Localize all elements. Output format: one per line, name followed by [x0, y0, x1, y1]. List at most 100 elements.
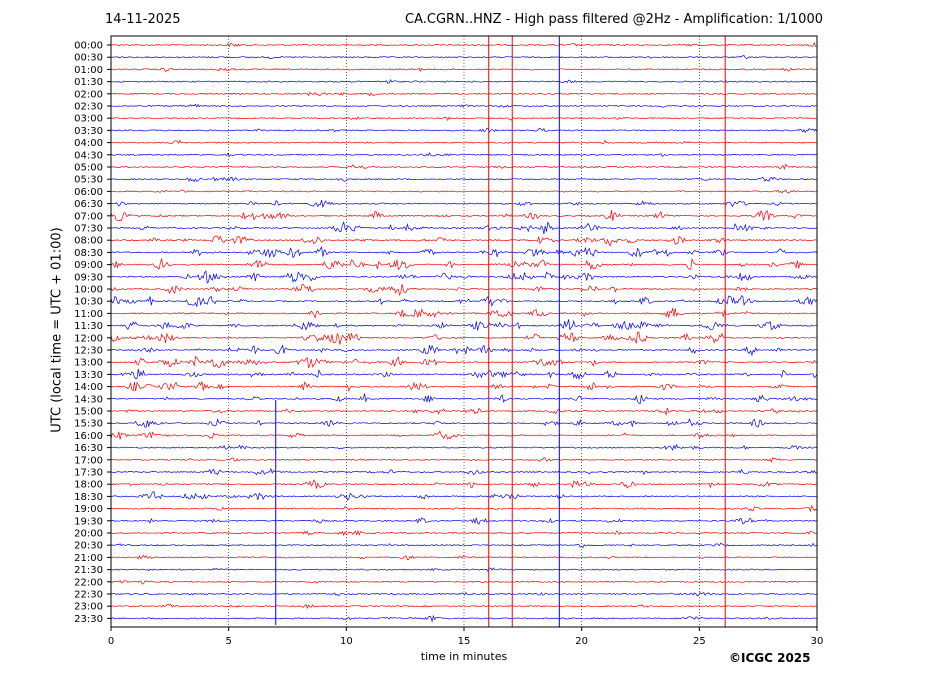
copyright-text: ©ICGC 2025 — [729, 651, 811, 665]
plot-frame — [110, 35, 818, 628]
trace-layer — [110, 41, 818, 623]
trace-line — [110, 139, 817, 145]
trace-line — [110, 189, 818, 194]
y-tick-label: 00:00 — [74, 41, 103, 52]
trace-line — [110, 152, 817, 157]
y-tick-label: 02:30 — [74, 102, 103, 113]
y-tick-label: 06:30 — [74, 199, 103, 210]
trace-line — [110, 319, 817, 331]
trace-line — [110, 246, 818, 259]
trace-line — [110, 517, 818, 525]
y-tick-label: 04:00 — [74, 138, 103, 149]
y-tick-label: 05:00 — [74, 163, 103, 174]
y-tick-label: 21:00 — [74, 553, 103, 564]
x-tick-label: 10 — [340, 636, 353, 647]
trace-line — [110, 258, 818, 271]
y-tick-label: 16:30 — [74, 443, 103, 454]
trace-line — [110, 67, 818, 73]
y-tick-label: 17:00 — [74, 455, 103, 466]
y-tick-label: 01:30 — [74, 77, 103, 88]
trace-line — [110, 393, 817, 405]
x-tick-label: 30 — [811, 636, 824, 647]
trace-line — [110, 407, 818, 417]
y-tick-label: 05:30 — [74, 175, 103, 186]
y-tick-label: 17:30 — [74, 468, 103, 479]
date-title: 14-11-2025 — [105, 12, 181, 27]
y-tick-label: 13:30 — [74, 370, 103, 381]
trace-line — [110, 418, 817, 428]
y-tick-label: 06:00 — [74, 187, 103, 198]
trace-line — [110, 331, 817, 345]
trace-line — [110, 116, 817, 122]
trace-line — [111, 490, 817, 501]
y-tick-label: 07:30 — [74, 224, 103, 235]
y-tick-label: 14:00 — [74, 382, 103, 393]
y-tick-label: 11:00 — [74, 309, 103, 320]
trace-line — [110, 344, 817, 357]
y-tick-label: 16:00 — [74, 431, 103, 442]
trace-line — [110, 368, 818, 381]
trace-line — [110, 209, 818, 222]
y-tick-label: 04:30 — [74, 150, 103, 161]
trace-line — [110, 270, 817, 284]
chart-title: CA.CGRN..HNZ - High pass filtered @2Hz -… — [405, 12, 823, 27]
trace-line — [110, 443, 818, 451]
y-tick-label: 23:00 — [74, 602, 103, 613]
trace-line — [110, 603, 817, 610]
trace-line — [110, 41, 817, 48]
y-tick-label: 08:00 — [74, 236, 103, 247]
y-tick-label: 11:30 — [74, 321, 103, 332]
y-tick-label: 20:30 — [74, 541, 103, 552]
x-tick-label: 20 — [575, 636, 588, 647]
trace-line — [110, 529, 817, 537]
y-tick-label: 15:30 — [74, 419, 103, 430]
x-tick-label: 25 — [693, 636, 706, 647]
y-tick-label: 12:00 — [74, 333, 103, 344]
trace-line — [110, 295, 818, 308]
trace-line — [110, 235, 818, 247]
y-tick-label: 03:30 — [74, 126, 103, 137]
y-tick-label: 01:00 — [74, 65, 103, 76]
y-tick-label: 07:00 — [74, 211, 103, 222]
x-tick-label: 0 — [108, 636, 114, 647]
trace-line — [110, 567, 817, 573]
trace-line — [110, 55, 817, 60]
trace-line — [110, 199, 817, 209]
y-tick-label: 20:00 — [74, 529, 103, 540]
trace-line — [110, 504, 818, 513]
y-tick-label: 19:30 — [74, 516, 103, 527]
trace-line — [110, 579, 818, 585]
y-tick-label: 15:00 — [74, 407, 103, 418]
trace-line — [110, 457, 818, 463]
y-tick-label: 18:30 — [74, 492, 103, 503]
y-tick-label: 02:00 — [74, 89, 103, 100]
y-tick-label: 03:00 — [74, 114, 103, 125]
x-tick-label: 15 — [458, 636, 471, 647]
trace-line — [110, 163, 818, 171]
trace-line — [110, 356, 818, 369]
trace-line — [110, 308, 817, 319]
y-tick-label: 10:00 — [74, 285, 103, 296]
x-tick-label: 5 — [225, 636, 231, 647]
y-tick-label: 14:30 — [74, 394, 103, 405]
y-tick-label: 09:00 — [74, 260, 103, 271]
y-tick-label: 00:30 — [74, 53, 103, 64]
trace-line — [110, 284, 818, 297]
y-tick-label: 10:30 — [74, 297, 103, 308]
y-tick-label: 21:30 — [74, 565, 103, 576]
trace-line — [110, 176, 817, 183]
trace-line — [110, 554, 818, 561]
trace-line — [110, 591, 818, 597]
y-tick-label: 23:30 — [74, 614, 103, 625]
y-tick-label: 09:30 — [74, 272, 103, 283]
trace-line — [110, 221, 817, 235]
trace-line — [110, 127, 818, 134]
trace-line — [110, 479, 818, 489]
trace-line — [110, 542, 818, 549]
y-tick-label: 13:00 — [74, 358, 103, 369]
y-tick-label: 19:00 — [74, 504, 103, 515]
y-tick-label: 18:00 — [74, 480, 103, 491]
trace-line — [110, 91, 817, 97]
